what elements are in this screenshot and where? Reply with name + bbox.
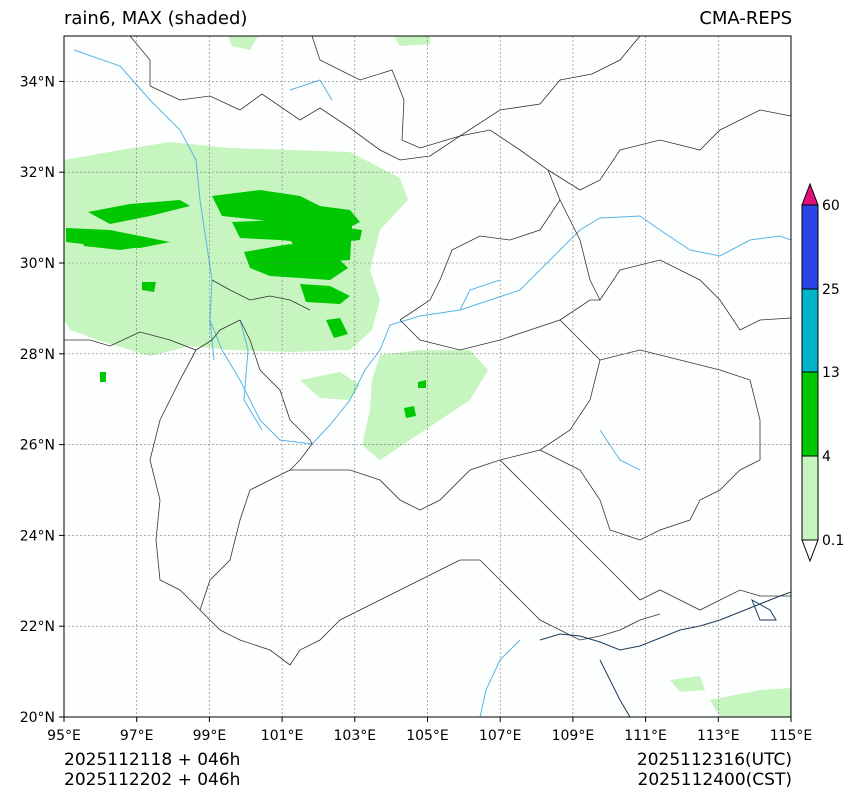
rivers — [73, 49, 791, 717]
colorbar-label: 25 — [822, 282, 840, 298]
lat-tick-label: 32°N — [20, 165, 55, 181]
axis-ticks — [59, 80, 792, 722]
init-time-cst: 2025112202 + 046h — [64, 770, 241, 790]
lon-tick-label: 109°E — [552, 728, 595, 744]
lat-tick-label: 26°N — [20, 438, 55, 454]
lat-tick-label: 22°N — [20, 619, 55, 635]
map-grid — [64, 36, 791, 717]
colorbar-under-arrow — [801, 539, 819, 563]
init-time-utc: 2025112118 + 046h — [64, 750, 241, 770]
lat-tick-label: 24°N — [20, 528, 55, 544]
colorbar-segment-0.1-4 — [801, 455, 819, 541]
coastline — [539, 591, 791, 717]
colorbar-over-arrow — [801, 182, 819, 206]
lon-tick-label: 113°E — [697, 728, 740, 744]
colorbar-label: 13 — [822, 365, 840, 381]
colorbar-segment-4-13 — [801, 371, 819, 457]
colorbar-segment-25-60 — [801, 204, 819, 290]
colorbar-label: 4 — [822, 449, 831, 465]
valid-time-utc: 2025112316(UTC) — [636, 750, 792, 770]
valid-time-cst: 2025112400(CST) — [637, 770, 792, 790]
valid-time-block: 2025112316(UTC) 2025112400(CST) — [637, 750, 792, 790]
lon-tick-label: 103°E — [334, 728, 377, 744]
lon-tick-label: 111°E — [624, 728, 667, 744]
colorbar-label: 60 — [822, 198, 840, 214]
colorbar-label: 0.1 — [822, 533, 844, 549]
lon-tick-label: 105°E — [406, 728, 449, 744]
model-name: CMA-REPS — [699, 8, 792, 29]
lat-tick-label: 20°N — [20, 710, 55, 726]
lon-tick-label: 97°E — [120, 728, 154, 744]
lon-tick-label: 99°E — [193, 728, 227, 744]
colorbar-segment-13-25 — [801, 288, 819, 373]
lon-tick-label: 101°E — [261, 728, 304, 744]
lat-tick-label: 30°N — [20, 256, 55, 272]
lon-tick-label: 107°E — [479, 728, 522, 744]
rain-moderate-areas — [66, 190, 426, 418]
map-title: rain6, MAX (shaded) — [64, 8, 248, 29]
lon-tick-label: 95°E — [47, 728, 81, 744]
init-time-block: 2025112118 + 046h 2025112202 + 046h — [64, 750, 240, 790]
colorbar: 60 25 13 4 0.1 — [801, 182, 844, 563]
lat-tick-label: 28°N — [20, 347, 55, 363]
lon-tick-label: 115°E — [770, 728, 813, 744]
lat-tick-label: 34°N — [20, 74, 55, 90]
